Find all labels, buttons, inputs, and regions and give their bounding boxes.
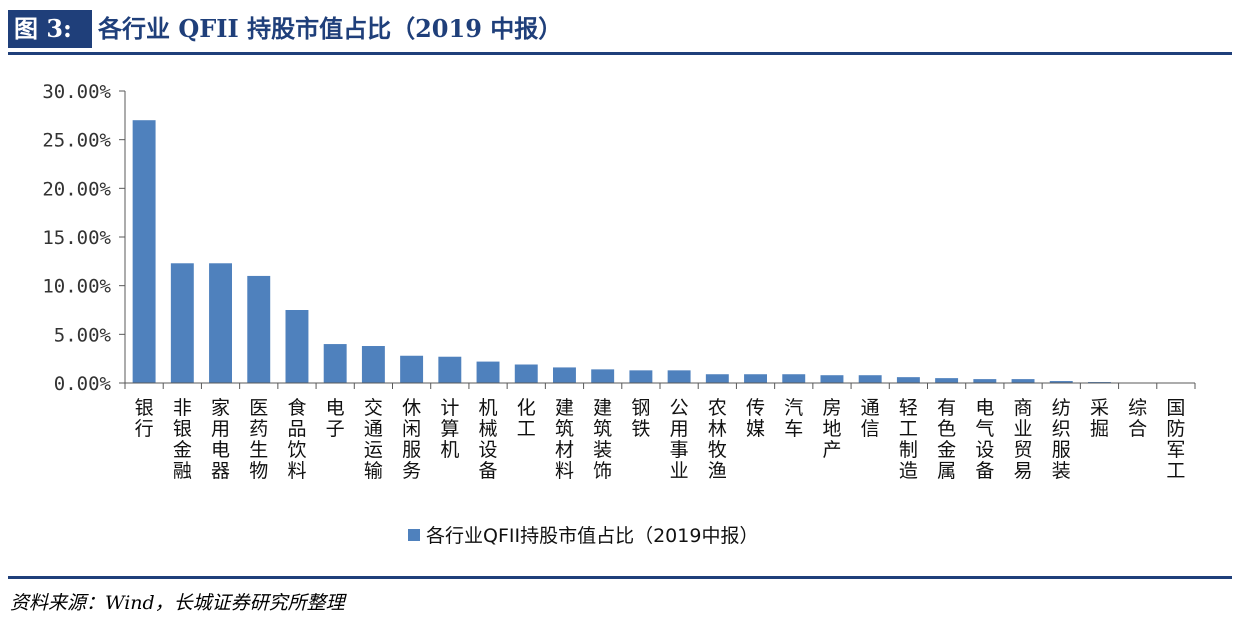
y-tick-label: 0.00% (54, 373, 112, 395)
category-label: 房地产 (822, 397, 841, 461)
category-label: 建筑材料 (555, 397, 574, 482)
category-label: 采掘 (1090, 397, 1109, 440)
bar-4 (247, 275, 271, 383)
bar-21 (896, 377, 920, 383)
category-label: 通信 (861, 397, 880, 440)
bar-22 (935, 378, 959, 383)
bar-14 (629, 370, 653, 383)
bar-10 (476, 361, 500, 383)
legend-swatch (408, 529, 420, 541)
category-label: 休闲服务 (402, 397, 421, 482)
chart-legend: 各行业QFII持股市值占比（2019中报） (408, 525, 758, 547)
category-label: 汽车 (784, 397, 803, 440)
category-label: 传媒 (746, 397, 765, 440)
legend-label: 各行业QFII持股市值占比（2019中报） (426, 525, 758, 547)
category-label: 化工 (517, 397, 536, 440)
figure-number: 图 3: (8, 10, 92, 48)
category-label: 商业贸易 (1014, 397, 1033, 482)
category-label: 建筑装饰 (593, 397, 612, 482)
category-label: 交通运输 (364, 397, 383, 482)
header-rule (8, 52, 1232, 55)
category-label: 国防军工 (1166, 397, 1185, 482)
category-label: 家用电器 (211, 397, 230, 482)
category-label: 农林牧渔 (708, 397, 727, 482)
y-tick-label: 10.00% (42, 276, 111, 298)
y-tick-label: 30.00% (42, 81, 111, 103)
bar-11 (514, 364, 538, 383)
bar-8 (400, 355, 424, 383)
category-label: 机械设备 (479, 397, 498, 482)
category-label: 钢铁 (631, 397, 650, 440)
bar-23 (973, 379, 997, 383)
figure-title: 各行业 QFII 持股市值占比（2019 中报） (98, 14, 563, 43)
bar-2 (170, 263, 194, 383)
category-label: 综合 (1128, 397, 1147, 440)
bar-20 (858, 375, 882, 383)
y-tick-label: 20.00% (42, 178, 111, 200)
category-label: 有色金属 (937, 397, 956, 482)
bar-9 (438, 356, 462, 383)
category-label: 食品饮料 (287, 397, 306, 482)
bar-24 (1011, 379, 1035, 383)
footer-rule (8, 576, 1232, 579)
bar-25 (1049, 381, 1073, 383)
category-label: 电子 (326, 397, 345, 440)
source-note: 资料来源：Wind，长城证券研究所整理 (10, 592, 345, 614)
category-label: 非银金融 (173, 397, 192, 482)
y-tick-label: 15.00% (42, 227, 111, 249)
bar-6 (323, 344, 347, 383)
bar-1 (132, 120, 156, 383)
bar-5 (285, 310, 309, 383)
bar-chart: 0.00% 5.00% 10.00% 15.00% 20.00% 25.00% 30.00%… (42, 81, 1196, 547)
bar-18 (782, 374, 806, 383)
category-label: 公用事业 (670, 397, 689, 482)
category-label: 电气设备 (975, 397, 994, 482)
bar-19 (820, 375, 844, 383)
bar-15 (667, 370, 691, 383)
bar-12 (553, 367, 576, 383)
category-label: 银行 (135, 397, 154, 440)
y-tick-label: 25.00% (42, 130, 111, 152)
bar-16 (705, 374, 729, 383)
bar-13 (591, 369, 615, 383)
bar-17 (744, 374, 767, 383)
bar-7 (361, 346, 385, 383)
figure-header: 图 3: 各行业 QFII 持股市值占比（2019 中报） (8, 8, 1232, 52)
y-tick-label: 5.00% (54, 324, 112, 346)
bar-3 (209, 263, 232, 383)
category-label: 纺织服装 (1052, 397, 1071, 482)
category-label: 轻工制造 (899, 397, 918, 482)
category-label: 医药生物 (249, 397, 268, 482)
category-label: 计算机 (440, 397, 459, 461)
